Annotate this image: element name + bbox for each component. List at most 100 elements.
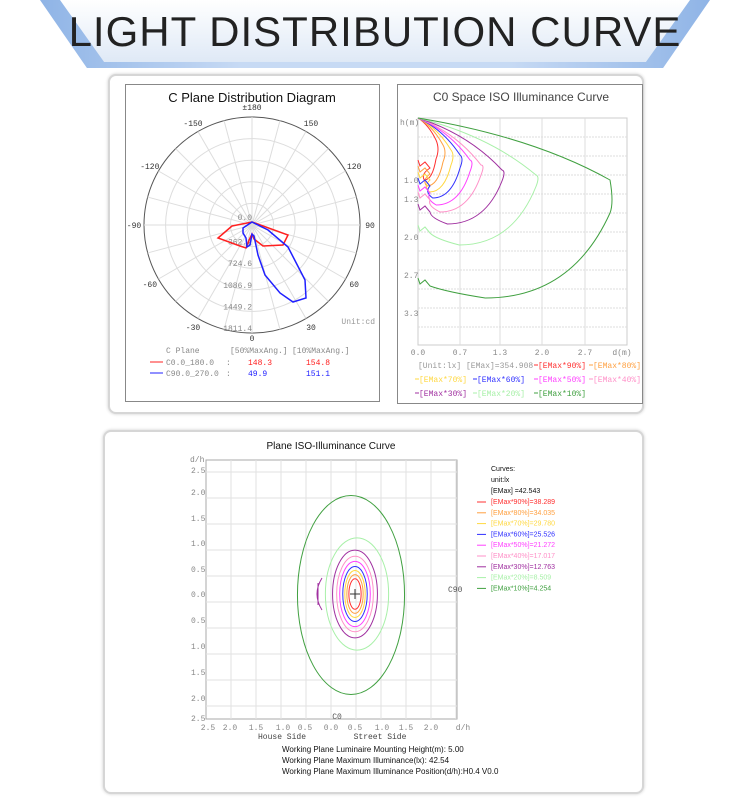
angle-label: 150: [304, 120, 319, 129]
contour-line: [324, 537, 390, 651]
legend-sep: :: [226, 359, 231, 368]
angle-label: -150: [183, 120, 202, 129]
c0-label: C0: [332, 713, 342, 722]
legend-entry: [EMax*30%]=12.763: [491, 564, 555, 571]
legend-max50: 49.9: [248, 370, 267, 379]
radial-label: 0.0: [238, 214, 253, 223]
y-tick: 2.7: [404, 272, 419, 281]
info-line: Working Plane Luminaire Mounting Height(…: [282, 745, 464, 754]
legend-header-plane: C Plane: [166, 347, 200, 356]
legend-name: C90.0_270.0: [166, 370, 219, 379]
angle-label: 60: [349, 281, 359, 290]
legend-entry: [EMax*30%]: [419, 390, 467, 399]
contour-line: [339, 560, 371, 628]
radial-label: 362.2: [228, 239, 252, 248]
legend-sep: :: [226, 370, 231, 379]
y-tick: 2.5: [191, 467, 206, 476]
y-tick: 2.0: [191, 695, 206, 704]
radial-label: 1449.2: [223, 303, 252, 312]
x-tick: 2.5: [201, 724, 216, 733]
contour-line: [342, 565, 368, 623]
x-tick: 0.0: [324, 724, 339, 733]
x-tick: 1.3: [493, 349, 508, 358]
unit-label: [Unit:lx]: [418, 362, 461, 371]
series-c90-270: [242, 221, 307, 303]
polar-spoke: [251, 131, 307, 226]
polar-spoke: [175, 148, 253, 226]
polar-spoke: [251, 120, 281, 226]
y-tick: 1.0: [191, 643, 206, 652]
angle-label: -60: [143, 281, 158, 290]
street-side-label: Street Side: [354, 733, 407, 742]
x-tick: 2.0: [223, 724, 238, 733]
legend-entry: [EMax*40%]: [593, 376, 641, 385]
x-tick: 1.0: [375, 724, 390, 733]
radial-label: 1086.9: [223, 282, 252, 291]
radial-label: 724.6: [228, 260, 252, 269]
polar-spoke: [251, 224, 346, 280]
polar-spoke: [251, 224, 329, 302]
contour-side-lobe: [316, 577, 323, 611]
emax-label: [EMax]=354.908: [466, 362, 533, 371]
legend-entry: [EMax*40%]=17.017: [491, 553, 555, 560]
angle-label: -90: [127, 222, 142, 231]
iso-curve-line: [417, 117, 484, 213]
chart-title: C Plane Distribution Diagram: [168, 90, 336, 105]
contour-line: [336, 555, 374, 633]
header-banner: [60, 0, 690, 62]
angle-label: -120: [140, 163, 159, 172]
y-label: d/h: [190, 456, 205, 465]
angle-label: -30: [186, 324, 201, 333]
page-title: LIGHT DISTRIBUTION CURVE: [68, 8, 682, 55]
info-line: Working Plane Maximum Illuminance(lx): 4…: [282, 756, 450, 765]
polar-spoke: [158, 224, 253, 280]
iso-curve-line: [417, 117, 454, 193]
plane-chart: Plane ISO-Illuminance Curve 2.5 2.0 1.5 1.0 0…: [190, 441, 555, 776]
x-tick: 2.0: [535, 349, 550, 358]
legend-title: Curves:: [491, 466, 515, 473]
x-tick: 0.5: [298, 724, 313, 733]
contour-line: [296, 495, 406, 695]
legend-entry: [EMax*10%]=4.254: [491, 585, 551, 592]
legend-entry: [EMax*90%]: [538, 362, 586, 371]
y-tick: 1.0: [191, 540, 206, 549]
y-tick: 2.5: [191, 715, 206, 724]
y-tick: 2.0: [404, 234, 419, 243]
iso-curve-line: [417, 117, 613, 299]
polar-spoke: [251, 170, 346, 226]
angle-label: 90: [365, 222, 375, 231]
series-c0-180: [216, 221, 290, 249]
polar-spoke: [147, 196, 253, 226]
legend-entry: [EMax*70%]: [419, 376, 467, 385]
y-tick: 1.0: [404, 177, 419, 186]
x-tick: 1.5: [399, 724, 414, 733]
polar-spoke: [147, 224, 253, 254]
polar-spoke: [158, 170, 253, 226]
x-tick: 2.7: [578, 349, 593, 358]
polar-chart: C Plane Distribution Diagram±180 150 120 90…: [127, 90, 375, 379]
x-tick: 0.5: [348, 724, 363, 733]
angle-label: 120: [347, 163, 362, 172]
legend-entry: [EMax*80%]=34.035: [491, 510, 555, 517]
unit-label: Unit:cd: [341, 318, 375, 327]
x-label: d/h: [456, 724, 471, 733]
legend-entry: [EMax*60%]=25.526: [491, 531, 555, 538]
iso-curve-line: [417, 117, 539, 246]
legend-entry: [EMax*60%]: [477, 376, 525, 385]
y-tick: 3.3: [404, 310, 419, 319]
contour-line: [346, 574, 364, 614]
iso-curve-line: [417, 117, 446, 187]
iso-chart: C0 Space ISO Illuminance Curve 0.0 0.7 1.3 2…: [400, 90, 641, 399]
info-line: Working Plane Maximum Illuminance Positi…: [282, 767, 499, 776]
polar-spoke: [251, 224, 357, 254]
legend-max10: 151.1: [306, 370, 330, 379]
house-side-label: House Side: [258, 733, 306, 742]
legend-name: C0.0_180.0: [166, 359, 214, 368]
legend-entry: [EMax*90%]=38.289: [491, 499, 555, 506]
legend-unit: unit:lx: [491, 477, 510, 484]
contour-line: [348, 578, 362, 610]
x-tick: 1.5: [249, 724, 264, 733]
legend-emax: [EMax] =42.543: [491, 488, 540, 495]
x-tick: 2.0: [424, 724, 439, 733]
